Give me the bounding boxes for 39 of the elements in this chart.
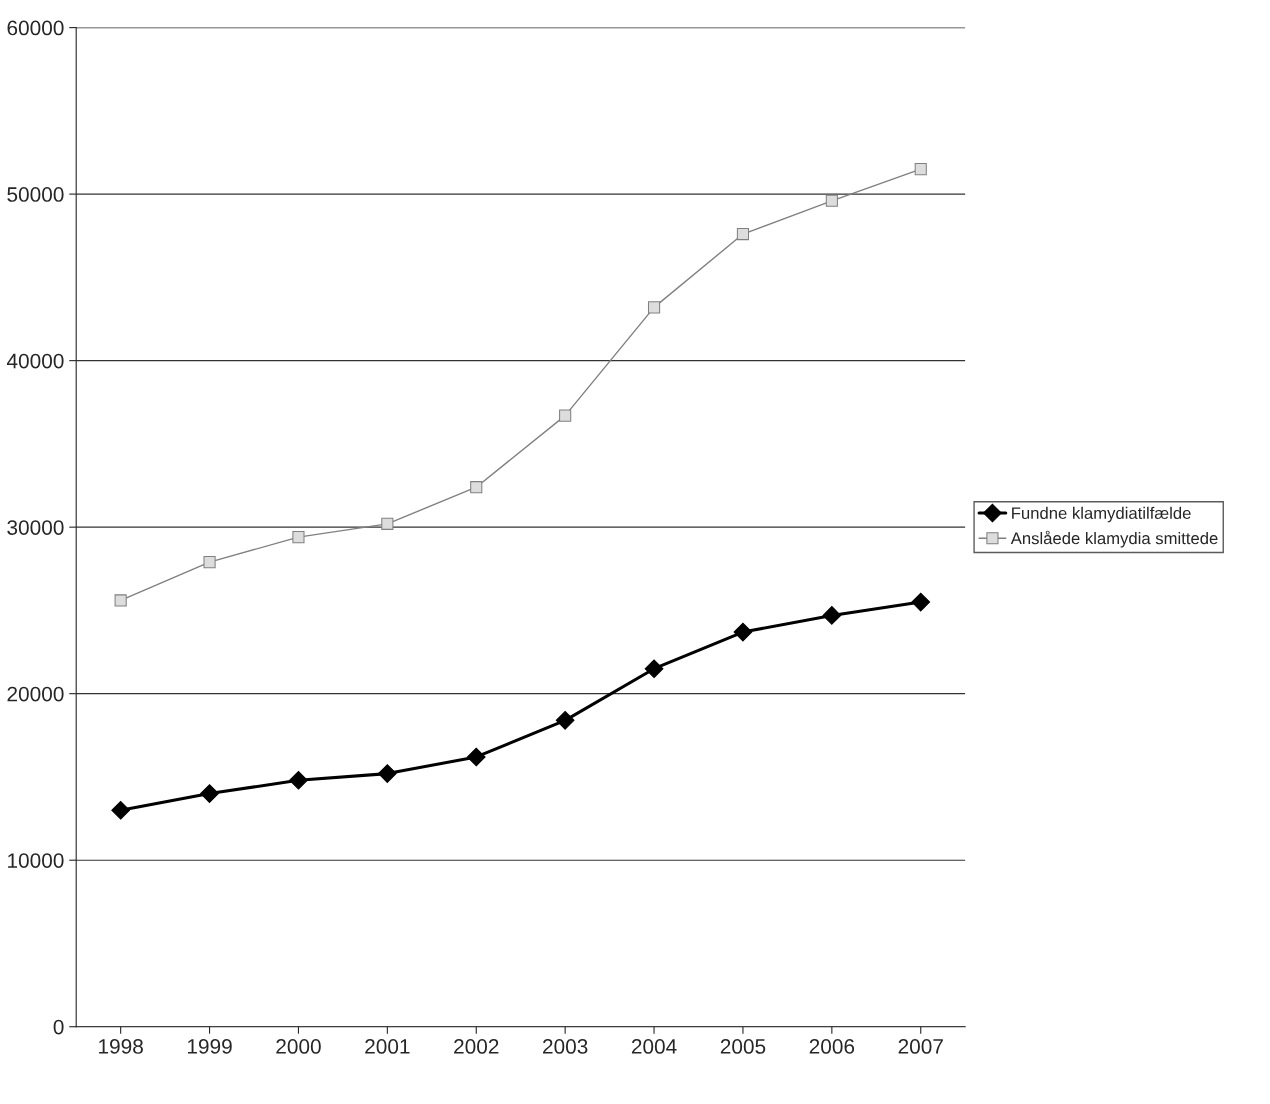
x-tick-label: 2001 [365, 1039, 410, 1054]
x-tick-label: 2002 [454, 1039, 499, 1054]
point [822, 606, 842, 625]
point [377, 764, 397, 783]
x-tick-label: 2005 [720, 1039, 766, 1054]
point [292, 531, 305, 544]
point [470, 481, 483, 494]
point [914, 163, 927, 176]
point [644, 659, 664, 679]
y-tick-label: 40000 [6, 353, 64, 369]
y-tick-label: 20000 [7, 686, 64, 702]
point [381, 517, 394, 530]
point [114, 594, 127, 607]
x-tick-label: 2004 [631, 1039, 677, 1054]
legend-label: Fundne klamydiatilfælde [1012, 506, 1191, 523]
x-tick-label: 2000 [276, 1039, 321, 1054]
y-tick-label: 10000 [8, 853, 64, 868]
point [736, 228, 750, 241]
y-tick-label: 30000 [7, 520, 64, 535]
y-tick-label: 60000 [7, 20, 64, 36]
point [559, 409, 572, 422]
x-tick-label: 2003 [543, 1039, 588, 1054]
point [289, 770, 308, 790]
y-tick-label: 50000 [7, 187, 64, 202]
x-tick-label: 1998 [99, 1039, 143, 1054]
point [825, 194, 838, 207]
point [200, 784, 219, 803]
point [203, 556, 216, 569]
x-tick-label: 2006 [809, 1039, 855, 1054]
point [911, 592, 931, 612]
point [733, 622, 753, 642]
y-tick-label: 0 [53, 1019, 64, 1035]
point [111, 800, 131, 820]
legend-label: Anslåede klamydia smittede [1010, 530, 1218, 548]
x-tick-label: 1999 [187, 1039, 232, 1054]
x-tick-label: 2007 [898, 1039, 943, 1054]
point [647, 301, 661, 314]
point [466, 747, 486, 767]
point [555, 710, 575, 730]
